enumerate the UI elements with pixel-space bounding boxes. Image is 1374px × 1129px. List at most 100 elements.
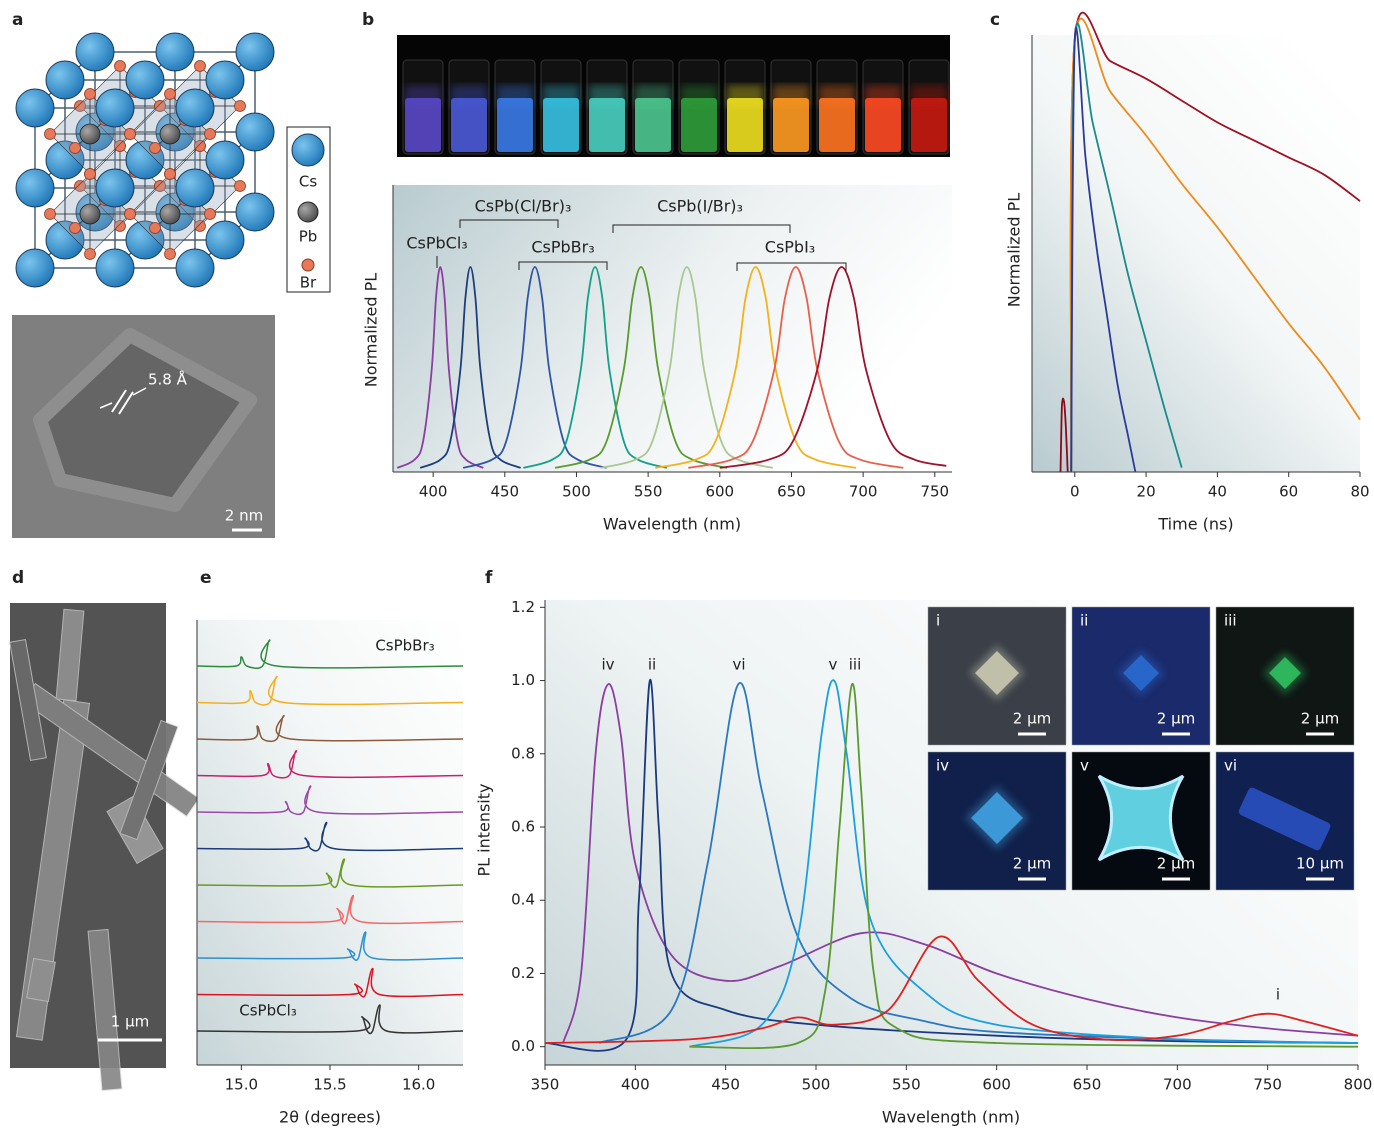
series-line xyxy=(196,675,464,706)
inset-label: v xyxy=(1080,757,1089,775)
annotation: CsPbI₃ xyxy=(765,238,815,257)
annotation-bracket xyxy=(518,261,608,270)
br-atom xyxy=(84,168,96,180)
cs-atom xyxy=(15,88,55,128)
x-tick-label: 40 xyxy=(1208,483,1227,501)
br-atom xyxy=(44,208,56,220)
y-tick-label: 0.8 xyxy=(511,744,535,762)
vial-glow xyxy=(405,85,441,107)
series-line xyxy=(719,266,947,469)
br-atom xyxy=(194,220,206,232)
br-atom xyxy=(114,140,126,152)
vial-liquid xyxy=(681,98,717,152)
pb-atom xyxy=(159,203,181,225)
arrow xyxy=(132,387,147,396)
annotation: CsPbCl₃ xyxy=(406,234,467,253)
x-tick-label: 600 xyxy=(982,1076,1011,1094)
br-atom xyxy=(149,222,161,234)
annotation-bracket xyxy=(459,219,559,228)
y-tick-label: 0.4 xyxy=(511,891,535,909)
x-tick-label: 500 xyxy=(562,483,591,501)
x-tick-label: 750 xyxy=(1253,1076,1282,1094)
br-atom xyxy=(74,180,86,192)
x-tick-label: 550 xyxy=(892,1076,921,1094)
x-tick-label: 0 xyxy=(1070,483,1080,501)
series-line xyxy=(689,683,1359,1050)
br-atom xyxy=(74,100,86,112)
br-atom xyxy=(154,100,166,112)
legend-cs xyxy=(291,133,325,167)
annotation: CsPb(Cl/Br)₃ xyxy=(475,197,572,216)
inset-label: ii xyxy=(1080,612,1088,630)
series-line xyxy=(1059,397,1069,473)
x-tick-label: 16.0 xyxy=(402,1076,435,1094)
series-line xyxy=(544,678,1359,1052)
annotation: CsPbBr₃ xyxy=(531,238,594,257)
crystal xyxy=(1097,774,1185,862)
vial-liquid xyxy=(543,98,579,152)
br-atom xyxy=(114,60,126,72)
br-atom xyxy=(69,142,81,154)
br-atom xyxy=(234,100,246,112)
panel-letter: a xyxy=(12,10,23,30)
x-axis-title: 2θ (degrees) xyxy=(279,1108,381,1127)
series-line xyxy=(1070,26,1137,473)
x-tick-label: 60 xyxy=(1279,483,1298,501)
br-atom xyxy=(114,220,126,232)
series-line xyxy=(196,1004,464,1035)
vial-glow xyxy=(543,85,579,107)
cs-atom xyxy=(205,60,245,100)
plot-background xyxy=(197,620,463,1065)
cs-atom xyxy=(95,168,135,208)
cs-atom xyxy=(205,140,245,180)
legend-pb xyxy=(297,201,319,223)
x-axis-title: Wavelength (nm) xyxy=(882,1108,1020,1127)
x-tick-label: 15.5 xyxy=(313,1076,346,1094)
x-axis-title: Wavelength (nm) xyxy=(603,515,741,534)
series-line xyxy=(196,639,464,670)
br-atom xyxy=(164,168,176,180)
legend-label: Pb xyxy=(299,228,318,246)
vial-liquid xyxy=(819,98,855,152)
x-tick-label: 500 xyxy=(802,1076,831,1094)
scale-bar-label: 2 μm xyxy=(1157,855,1195,873)
scale-bar-label: 1 μm xyxy=(111,1013,149,1031)
lattice-line xyxy=(118,391,134,415)
vial-liquid xyxy=(635,98,671,152)
cs-atom xyxy=(15,168,55,208)
vial-glow xyxy=(589,85,625,107)
pb-atom xyxy=(79,203,101,225)
x-tick-label: 400 xyxy=(419,483,448,501)
inset-label: iii xyxy=(1224,612,1237,630)
br-atom xyxy=(84,248,96,260)
br-atom xyxy=(204,128,216,140)
x-tick-label: 750 xyxy=(920,483,949,501)
y-axis-title: Normalized PL xyxy=(362,273,381,387)
vial-liquid xyxy=(911,98,947,152)
br-atom xyxy=(164,248,176,260)
series-line xyxy=(562,683,1359,1044)
series-line xyxy=(196,714,464,743)
series-line xyxy=(196,931,464,962)
lattice-spacing: 5.8 Å xyxy=(148,370,188,389)
series-line xyxy=(554,266,728,469)
x-tick-label: 450 xyxy=(490,483,519,501)
scale-bar-label: 10 μm xyxy=(1296,855,1344,873)
sem-grain xyxy=(10,603,166,1068)
x-tick-label: 700 xyxy=(849,483,878,501)
series-line xyxy=(419,266,521,469)
panel-letter: f xyxy=(485,568,493,588)
series-line xyxy=(196,894,464,925)
series-line xyxy=(196,785,464,816)
crystal xyxy=(1123,655,1159,691)
cs-atom xyxy=(235,112,275,152)
series-line xyxy=(544,935,1359,1044)
x-tick-label: 650 xyxy=(1073,1076,1102,1094)
crystal-structure xyxy=(15,32,275,288)
vial-glow xyxy=(727,85,763,107)
pb-atom xyxy=(79,123,101,145)
vial-glow xyxy=(681,85,717,107)
series-line xyxy=(600,266,774,469)
br-atom xyxy=(124,208,136,220)
peak-label: ii xyxy=(648,656,656,674)
